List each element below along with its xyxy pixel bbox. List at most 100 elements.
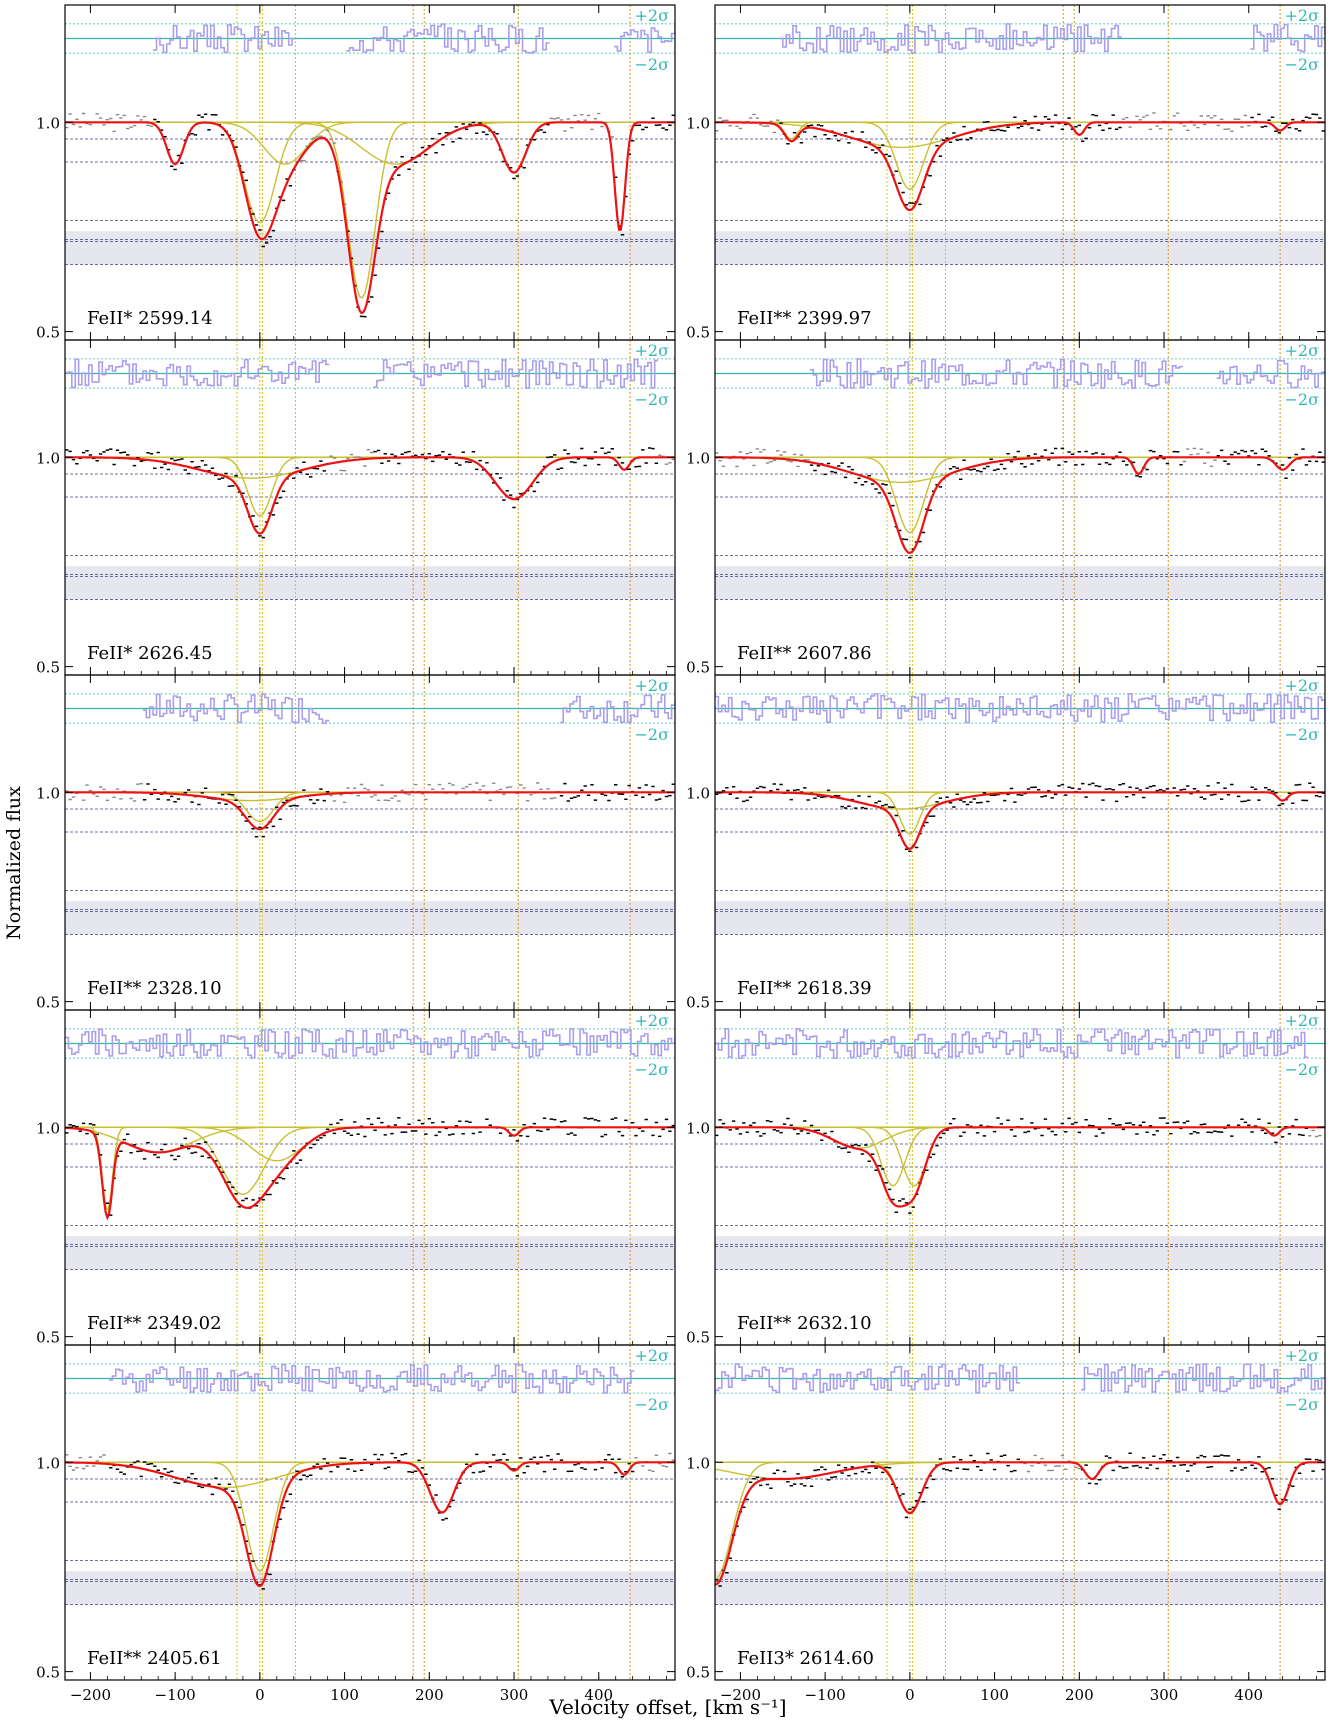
- residuals: [715, 1363, 1325, 1394]
- panel-3: 0.5 1.0 +2σ −2σ FeII* 2626.45: [36, 339, 676, 677]
- panel-9: 0.5 1.0 +2σ −2σ FeII** 2405.61 −200 −100 0 100 20…: [36, 1344, 676, 1704]
- sigma-plus-label: +2σ: [1284, 1011, 1319, 1030]
- sigma-minus-label: −2σ: [1284, 390, 1319, 409]
- panel-2: 0.5 1.0 +2σ −2σ FeII** 2399.97: [686, 4, 1326, 342]
- sigma-plus-label: +2σ: [1284, 341, 1319, 360]
- model-fit: [715, 121, 1325, 212]
- sigma-minus-label: −2σ: [1284, 1395, 1319, 1414]
- component-profile: [65, 1126, 675, 1196]
- model-fit: [715, 791, 1325, 851]
- panel-frame: [714, 4, 1326, 341]
- panel-frame: [64, 1344, 676, 1681]
- x-axis-label: Velocity offset, [km s⁻¹]: [548, 1695, 786, 1719]
- plot-area: [715, 1345, 1325, 1680]
- panel-frame: [714, 339, 1326, 676]
- component-profile: [715, 1461, 1325, 1581]
- y-tick-label: 1.0: [686, 1454, 710, 1472]
- panel-label: FeII** 2399.97: [737, 308, 872, 329]
- spectrum: [715, 1117, 1309, 1214]
- y-tick-label: 1.0: [686, 449, 710, 467]
- masked-spectrum: [1308, 1126, 1325, 1138]
- sigma-minus-label: −2σ: [634, 1060, 669, 1079]
- sigma-plus-label: +2σ: [1284, 6, 1319, 25]
- sigma-plus-label: +2σ: [634, 676, 669, 695]
- sigma-minus-label: −2σ: [1284, 1060, 1319, 1079]
- spectrum: [779, 113, 1325, 206]
- y-axis-label: Normalized flux: [3, 786, 25, 940]
- component-profile: [715, 1461, 1325, 1514]
- panel-frame: [64, 674, 676, 1011]
- model-fit: [65, 121, 675, 315]
- panel-frame: [64, 1009, 676, 1346]
- panel-label: FeII* 2599.14: [87, 308, 213, 329]
- plot-area: [65, 1010, 675, 1345]
- y-tick-label: 0.5: [686, 324, 710, 342]
- y-tick-label: 1.0: [686, 1119, 710, 1137]
- y-tick-label: 0.5: [686, 994, 710, 1012]
- spectrum: [715, 1452, 1325, 1587]
- plot-area: [65, 340, 675, 675]
- residuals: [142, 693, 675, 724]
- x-tick-label: 300: [1150, 1686, 1179, 1704]
- y-tick-label: 0.5: [36, 659, 60, 677]
- panel-grid: 0.5 1.0 +2σ −2σ FeII* 2599.14 0.5 1.0 +2σ −2σ FeI…: [36, 4, 1326, 1704]
- panel-label: FeII** 2632.10: [737, 1313, 872, 1334]
- panel-label: FeII** 2405.61: [87, 1648, 222, 1669]
- band: [715, 1236, 1325, 1270]
- band: [65, 1236, 675, 1270]
- panel-5: 0.5 1.0 +2σ −2σ FeII** 2328.10: [36, 674, 676, 1012]
- component-profile: [65, 121, 675, 224]
- sigma-plus-label: +2σ: [634, 1346, 669, 1365]
- plot-area: [65, 675, 675, 1010]
- sigma-minus-label: −2σ: [634, 55, 669, 74]
- plot-area: [715, 675, 1325, 1010]
- band: [65, 1571, 675, 1605]
- x-tick-label: −100: [155, 1686, 196, 1704]
- component-profile: [65, 121, 675, 299]
- y-tick-label: 0.5: [686, 1664, 710, 1682]
- x-tick-label: 200: [1065, 1686, 1094, 1704]
- y-tick-label: 1.0: [36, 114, 60, 132]
- plot-area: [715, 5, 1325, 340]
- component-profile: [65, 1461, 675, 1572]
- panel-10: 0.5 1.0 +2σ −2σ FeII3* 2614.60 −200 −100 0 100 20…: [686, 1344, 1326, 1704]
- component-profile: [715, 456, 1325, 534]
- component-profile: [715, 791, 1325, 835]
- model-fit: [65, 1461, 675, 1588]
- panel-label: FeII** 2328.10: [87, 978, 222, 999]
- model-fit: [65, 1126, 675, 1221]
- component-profile: [65, 121, 675, 165]
- component-profile: [65, 121, 675, 165]
- panel-1: 0.5 1.0 +2σ −2σ FeII* 2599.14: [36, 4, 676, 342]
- x-tick-label: 100: [980, 1686, 1009, 1704]
- sigma-plus-label: +2σ: [634, 1011, 669, 1030]
- panel-frame: [714, 674, 1326, 1011]
- y-tick-label: 0.5: [36, 324, 60, 342]
- panel-frame: [714, 1009, 1326, 1346]
- residuals: [65, 1028, 675, 1059]
- y-tick-label: 1.0: [686, 784, 710, 802]
- component-profile: [715, 1126, 1325, 1137]
- panel-label: FeII** 2607.86: [737, 643, 872, 664]
- residuals: [809, 358, 1325, 389]
- panel-frame: [64, 339, 676, 676]
- panel-8: 0.5 1.0 +2σ −2σ FeII** 2632.10: [686, 1009, 1326, 1347]
- x-tick-label: 0: [905, 1686, 915, 1704]
- residuals: [715, 693, 1325, 724]
- band: [715, 901, 1325, 935]
- residuals: [779, 23, 1325, 54]
- masked-spectrum: [65, 782, 560, 803]
- y-tick-label: 0.5: [36, 1664, 60, 1682]
- y-tick-label: 1.0: [686, 114, 710, 132]
- component-profile: [65, 121, 675, 232]
- panel-label: FeII** 2618.39: [737, 978, 872, 999]
- y-tick-label: 0.5: [36, 994, 60, 1012]
- y-tick-label: 1.0: [36, 1454, 60, 1472]
- component-profile: [65, 121, 675, 165]
- sigma-plus-label: +2σ: [634, 6, 669, 25]
- x-tick-label: −100: [805, 1686, 846, 1704]
- sigma-plus-label: +2σ: [1284, 676, 1319, 695]
- model-fit: [65, 456, 675, 535]
- sigma-minus-label: −2σ: [634, 390, 669, 409]
